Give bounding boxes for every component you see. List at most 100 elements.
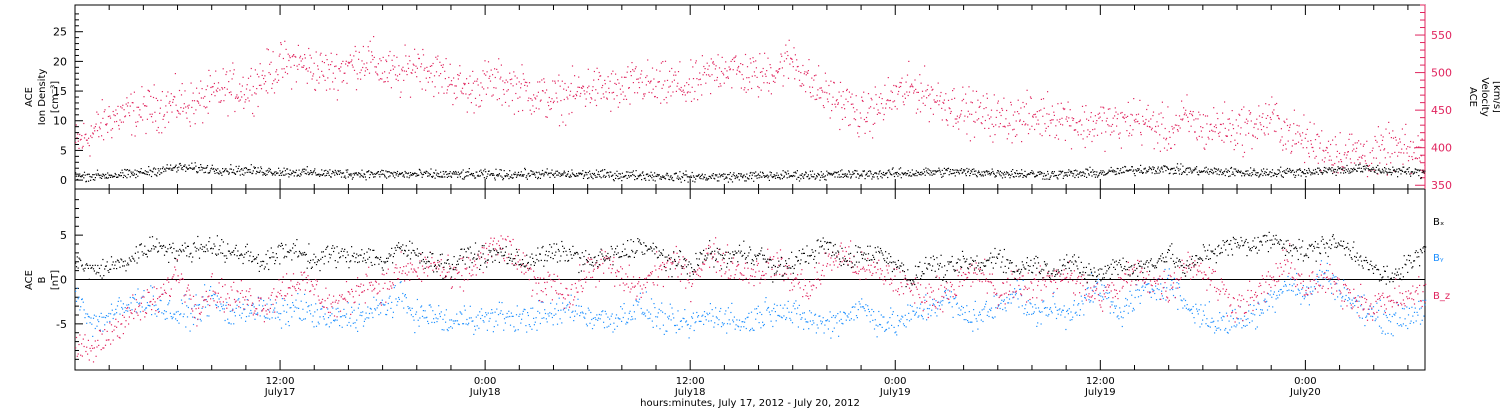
data-point (568, 301, 571, 303)
data-point (433, 95, 435, 98)
data-point (941, 176, 943, 178)
data-point (297, 293, 299, 295)
data-point (122, 104, 124, 106)
data-point (556, 174, 558, 176)
data-point (926, 97, 928, 99)
data-point (349, 54, 351, 56)
data-point (701, 94, 703, 96)
data-point (1193, 119, 1195, 121)
data-point (135, 125, 137, 127)
data-point (535, 171, 537, 173)
data-point (636, 78, 638, 80)
data-point (459, 176, 461, 178)
data-point (1349, 158, 1351, 160)
data-point (403, 307, 405, 309)
data-point (286, 168, 289, 170)
data-point (527, 173, 529, 175)
data-point (1049, 176, 1051, 178)
data-point (495, 320, 497, 322)
data-point (709, 175, 711, 178)
data-point (281, 298, 283, 300)
data-point (928, 95, 930, 97)
data-point (1108, 169, 1110, 171)
data-point (948, 107, 950, 109)
data-point (144, 309, 146, 311)
top-left-tick-label: 25 (53, 26, 67, 39)
data-point (442, 176, 444, 178)
top-left-tick-label: 10 (53, 115, 67, 128)
data-point (1022, 176, 1024, 178)
data-point (142, 295, 144, 297)
data-point (223, 171, 225, 173)
data-point (200, 97, 202, 99)
data-point (1099, 172, 1101, 174)
data-point (319, 175, 321, 177)
data-point (278, 55, 280, 57)
data-point (442, 64, 444, 66)
data-point (948, 174, 950, 176)
data-point (1143, 123, 1145, 125)
data-point (1173, 127, 1175, 129)
data-point (899, 81, 901, 84)
data-point (146, 105, 148, 107)
data-point (964, 169, 966, 171)
data-point (310, 71, 312, 73)
data-point (963, 120, 965, 122)
data-point (999, 170, 1001, 172)
data-point (578, 76, 580, 78)
data-point (387, 302, 389, 305)
data-point (480, 317, 482, 320)
data-point (604, 176, 606, 178)
data-point (1146, 108, 1148, 111)
data-point (139, 311, 142, 313)
data-point (185, 326, 187, 328)
data-point (381, 72, 384, 74)
data-point (464, 175, 466, 178)
data-point (484, 316, 486, 318)
data-point (1238, 171, 1240, 173)
data-point (1081, 171, 1083, 174)
x-axis: 12:00July170:00July1812:00July180:00July… (108, 5, 1409, 398)
data-point (1015, 120, 1017, 122)
data-point (498, 98, 500, 100)
data-point (1008, 122, 1010, 124)
data-point (312, 73, 315, 75)
data-point (385, 170, 387, 172)
data-point (526, 81, 528, 84)
data-point (604, 310, 606, 312)
data-point (1101, 120, 1103, 122)
data-point (278, 79, 280, 81)
data-point (789, 175, 791, 177)
data-point (1412, 158, 1414, 161)
data-point (1222, 173, 1224, 175)
data-point (264, 173, 266, 175)
data-point (662, 61, 664, 63)
data-point (935, 171, 937, 173)
data-point (631, 171, 633, 173)
data-point (863, 170, 865, 172)
data-point (952, 90, 954, 92)
data-point (1398, 151, 1400, 153)
data-point (1412, 173, 1414, 175)
data-point (505, 79, 507, 81)
data-point (799, 85, 801, 87)
data-point (896, 171, 898, 173)
data-point (460, 90, 462, 92)
data-point (438, 305, 440, 307)
data-point (1168, 143, 1170, 145)
data-point (1133, 173, 1135, 175)
data-point (300, 60, 302, 62)
data-point (727, 307, 729, 309)
data-point (191, 106, 193, 108)
data-point (379, 58, 381, 60)
data-point (885, 103, 887, 105)
data-point (1271, 96, 1273, 98)
data-point (846, 89, 848, 92)
data-point (1267, 133, 1269, 135)
data-point (77, 140, 79, 142)
data-point (114, 172, 116, 175)
data-point (807, 72, 809, 74)
data-point (558, 172, 561, 174)
data-point (319, 54, 321, 56)
data-point (1073, 129, 1075, 131)
